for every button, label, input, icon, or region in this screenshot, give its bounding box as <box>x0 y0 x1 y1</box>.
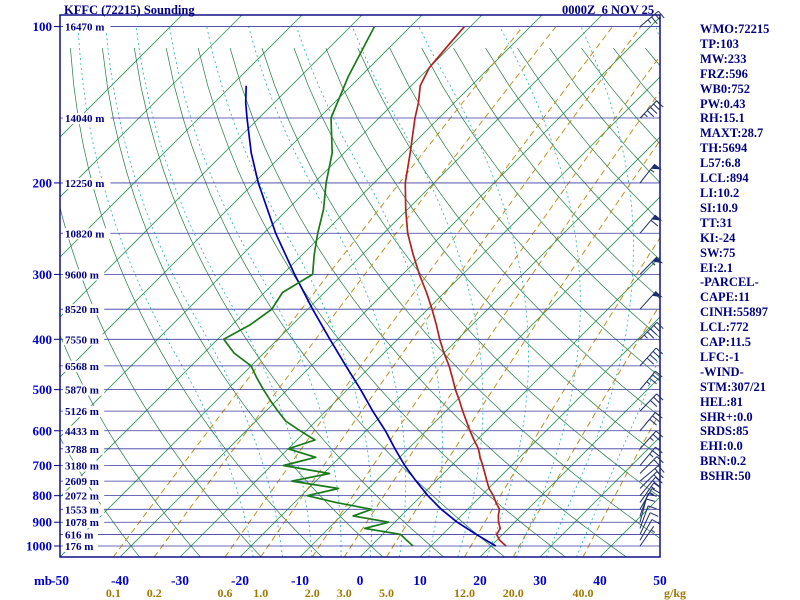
svg-text:1.0: 1.0 <box>253 586 268 600</box>
svg-text:1000: 1000 <box>26 538 52 553</box>
svg-text:5870 m: 5870 m <box>65 385 99 397</box>
svg-text:600: 600 <box>33 423 53 438</box>
svg-text:0.6: 0.6 <box>218 586 233 600</box>
svg-text:-40: -40 <box>111 573 129 588</box>
svg-text:14040 m: 14040 m <box>65 113 104 125</box>
svg-text:2.0: 2.0 <box>305 586 320 600</box>
svg-text:8520 m: 8520 m <box>65 304 99 316</box>
temperature-trace <box>404 26 507 547</box>
parcel-trace <box>244 85 497 547</box>
svg-text:900: 900 <box>33 515 53 530</box>
svg-text:-50: -50 <box>51 573 69 588</box>
svg-text:300: 300 <box>33 267 53 282</box>
svg-text:700: 700 <box>33 458 53 473</box>
svg-text:9600 m: 9600 m <box>65 269 99 281</box>
svg-text:5126 m: 5126 m <box>65 406 99 418</box>
svg-text:40.0: 40.0 <box>572 586 593 600</box>
svg-text:-10: -10 <box>291 573 309 588</box>
svg-text:-20: -20 <box>231 573 249 588</box>
svg-text:1553 m: 1553 m <box>65 504 99 516</box>
svg-text:12.0: 12.0 <box>454 586 475 600</box>
mixing-ratio-axis: 0.1 0.2 0.6 1.0 2.0 3.0 5.0 12.0 20.0 40.0 g/kg <box>106 586 686 600</box>
svg-text:2609 m: 2609 m <box>65 476 99 488</box>
pressure-axis: 100 200 300 400 500 600 700 800 900 1000 mb <box>26 19 60 588</box>
svg-text:200: 200 <box>33 175 53 190</box>
svg-text:16470 m: 16470 m <box>65 22 104 34</box>
plot-frame <box>59 14 661 558</box>
height-labels: 16470 m 14040 m 12250 m 10820 m 9600 m 8520 m… <box>63 21 111 553</box>
svg-text:3180 m: 3180 m <box>65 461 99 473</box>
moist-adiabats <box>77 26 660 557</box>
indices-panel: WMO:72215 TP:103 MW:233 FRZ:596 WB0:752 … <box>700 22 770 484</box>
svg-text:176 m: 176 m <box>65 541 93 553</box>
pressure-gridlines <box>60 26 660 547</box>
chart-title: KFFC (72215) Sounding <box>64 3 195 17</box>
svg-text:3.0: 3.0 <box>337 586 352 600</box>
svg-text:-30: -30 <box>171 573 189 588</box>
svg-text:40: 40 <box>593 573 607 588</box>
svg-text:mb: mb <box>34 573 52 588</box>
svg-text:10: 10 <box>413 573 427 588</box>
svg-text:6568 m: 6568 m <box>65 361 99 373</box>
svg-text:3788 m: 3788 m <box>65 444 99 456</box>
mixing-ratio-lines <box>112 26 660 557</box>
svg-text:4433 m: 4433 m <box>65 426 99 438</box>
svg-text:100: 100 <box>33 19 53 34</box>
chart-timestamp: 0000Z 6 NOV 25 <box>562 3 655 17</box>
svg-text:20: 20 <box>473 573 487 588</box>
svg-text:616 m: 616 m <box>65 529 93 541</box>
dewpoint-trace <box>222 26 414 547</box>
svg-text:0.2: 0.2 <box>147 586 162 600</box>
dry-adiabats <box>60 47 660 557</box>
temperature-axis: -50 -40 -30 -20 -10 0 10 20 30 40 50 <box>51 573 667 588</box>
svg-text:1078 m: 1078 m <box>65 517 99 529</box>
svg-text:2072 m: 2072 m <box>65 491 99 503</box>
svg-text:0.1: 0.1 <box>106 586 121 600</box>
svg-text:5.0: 5.0 <box>379 586 394 600</box>
svg-text:0: 0 <box>357 573 364 588</box>
svg-text:10820 m: 10820 m <box>65 228 104 240</box>
svg-text:50: 50 <box>653 573 667 588</box>
svg-text:7550 m: 7550 m <box>65 334 99 346</box>
svg-text:12250 m: 12250 m <box>65 178 104 190</box>
svg-text:20.0: 20.0 <box>503 586 524 600</box>
svg-text:500: 500 <box>33 382 53 397</box>
svg-text:800: 800 <box>33 488 53 503</box>
svg-text:g/kg: g/kg <box>664 586 686 600</box>
svg-text:400: 400 <box>33 332 53 347</box>
isotherm-grid <box>60 15 660 557</box>
wind-barbs <box>639 10 665 547</box>
svg-text:30: 30 <box>533 573 547 588</box>
